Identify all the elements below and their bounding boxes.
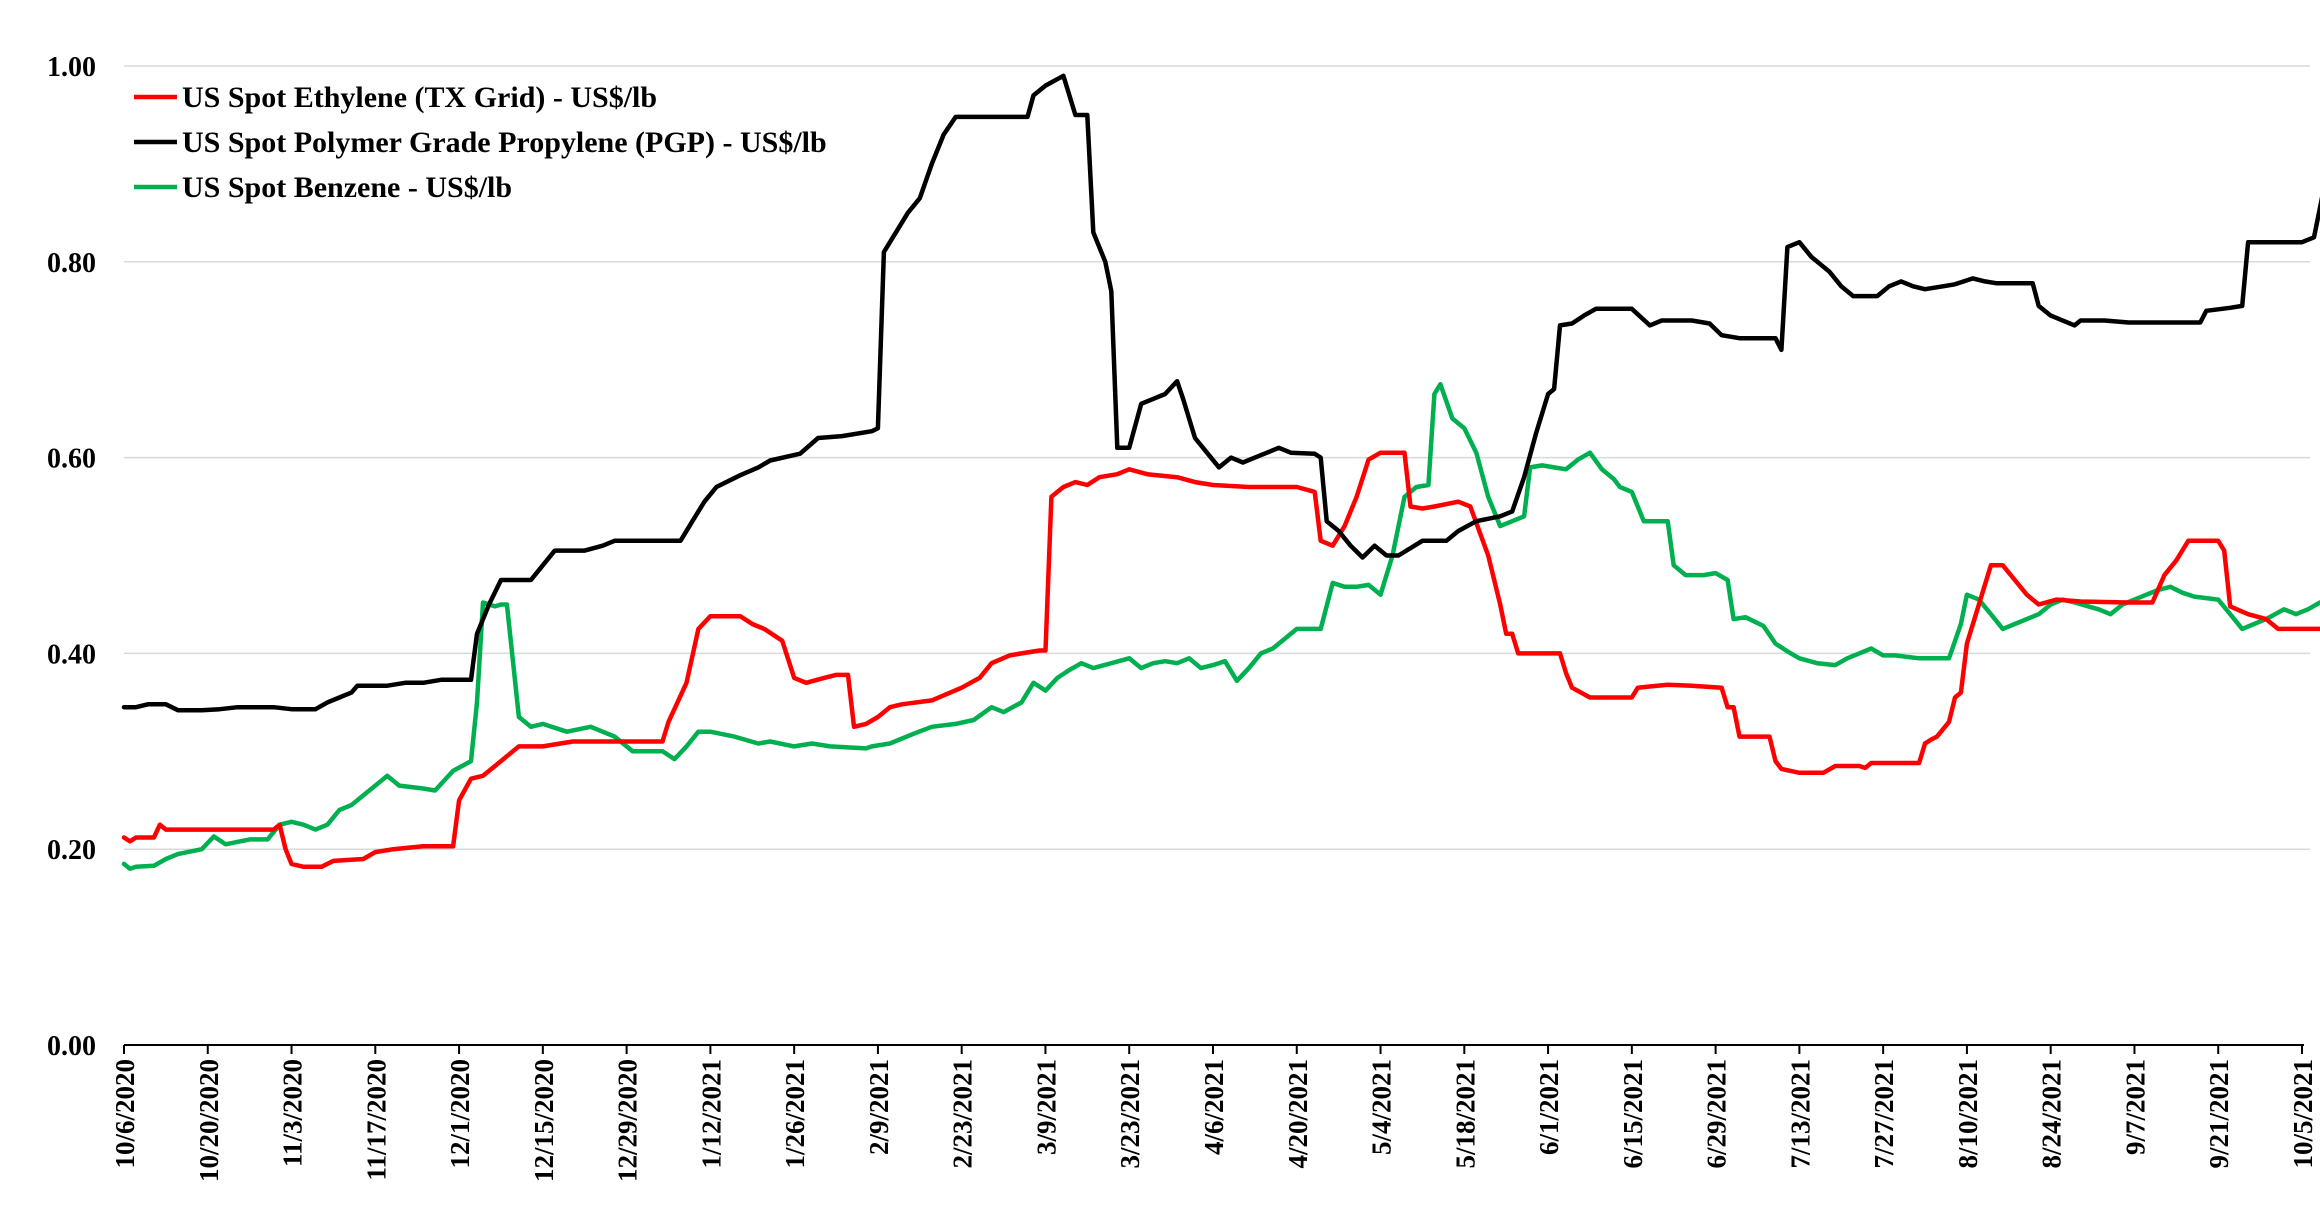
x-tick-label: 6/15/2021 xyxy=(1618,1059,1648,1169)
x-tick-label: 10/20/2020 xyxy=(194,1059,224,1182)
legend-label: US Spot Polymer Grade Propylene (PGP) - … xyxy=(182,126,827,159)
gridlines xyxy=(124,65,2310,850)
x-tick-label: 4/20/2021 xyxy=(1283,1059,1313,1169)
y-tick-label: 0.60 xyxy=(47,444,96,475)
series-line-1 xyxy=(121,73,2320,713)
x-tick-label: 1/12/2021 xyxy=(696,1059,726,1169)
x-tick-label: 3/23/2021 xyxy=(1115,1059,1145,1169)
x-tick-label: 2/9/2021 xyxy=(864,1059,894,1155)
y-tick-label: 0.40 xyxy=(47,639,96,670)
x-tick-label: 9/7/2021 xyxy=(2120,1059,2150,1155)
x-tick-label: 11/17/2020 xyxy=(361,1059,391,1181)
x-tick-label: 11/3/2020 xyxy=(278,1059,308,1167)
legend-label: US Spot Ethylene (TX Grid) - US$/lb xyxy=(182,81,657,114)
x-tick-label: 3/9/2021 xyxy=(1031,1059,1061,1155)
y-tick-label: 0.80 xyxy=(47,248,96,279)
x-tick-label: 12/15/2020 xyxy=(529,1059,559,1182)
series-line-0 xyxy=(121,450,2320,870)
legend: US Spot Ethylene (TX Grid) - US$/lb US Sp… xyxy=(134,81,827,204)
x-tick-label: 6/1/2021 xyxy=(1534,1059,1564,1155)
y-tick-label: 0.00 xyxy=(47,1031,96,1062)
x-tick-label: 10/5/2021 xyxy=(2288,1059,2318,1169)
series-lines xyxy=(121,73,2320,872)
x-tick-label: 7/13/2021 xyxy=(1785,1059,1815,1169)
x-tick-label: 5/4/2021 xyxy=(1367,1059,1397,1155)
x-tick-label: 12/29/2020 xyxy=(613,1059,643,1182)
y-tick-label: 1.00 xyxy=(47,52,96,83)
x-tick-label: 10/6/2020 xyxy=(110,1059,140,1169)
x-tick-label: 8/10/2021 xyxy=(1953,1059,1983,1169)
x-tick-label: 2/23/2021 xyxy=(948,1059,978,1169)
y-tick-label: 0.20 xyxy=(47,835,96,866)
x-tick-label: 5/18/2021 xyxy=(1450,1059,1480,1169)
x-tick-label: 7/27/2021 xyxy=(1869,1059,1899,1169)
x-tick-label: 12/1/2020 xyxy=(445,1059,475,1169)
x-tick-label: 9/21/2021 xyxy=(2204,1059,2234,1169)
x-axis: 10/6/2020 10/20/2020 11/3/2020 11/17/2020 12… xyxy=(110,1044,2318,1182)
x-tick-label: 8/24/2021 xyxy=(2037,1059,2067,1169)
x-tick-label: 1/26/2021 xyxy=(780,1059,810,1169)
legend-label: US Spot Benzene - US$/lb xyxy=(182,171,512,204)
x-tick-label: 4/6/2021 xyxy=(1199,1059,1229,1155)
x-tick-label: 6/29/2021 xyxy=(1702,1059,1732,1169)
y-axis: 0.00 0.20 0.40 0.60 0.80 1.00 xyxy=(47,52,96,1062)
